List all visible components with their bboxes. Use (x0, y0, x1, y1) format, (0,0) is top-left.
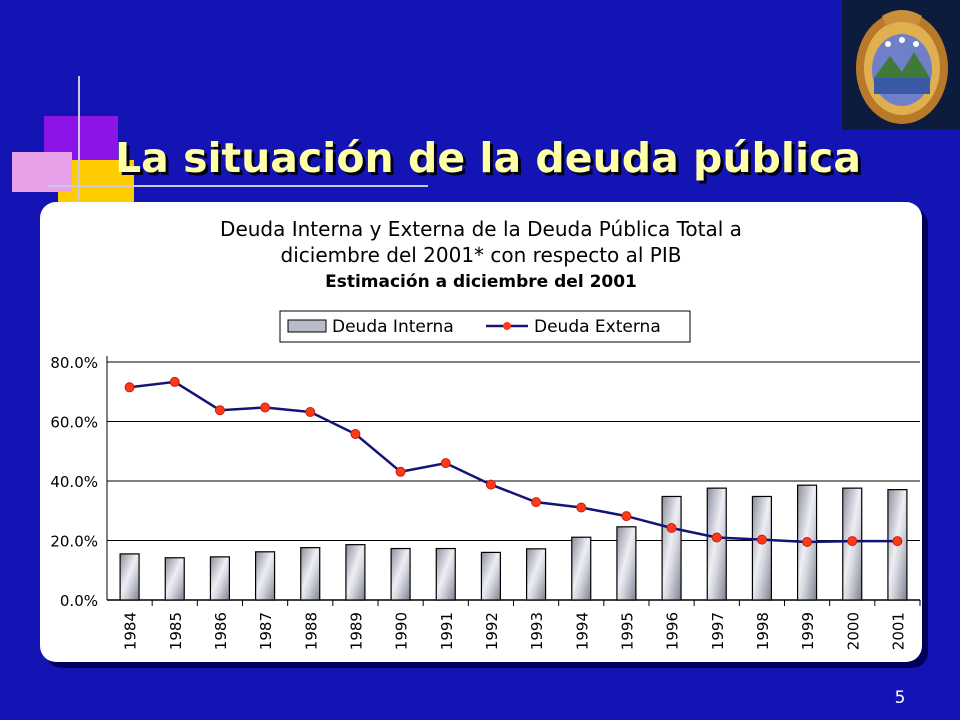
x-tick-label: 1996 (664, 612, 682, 650)
point-deuda-externa (260, 402, 271, 413)
point-deuda-externa (305, 406, 316, 417)
point-deuda-externa (214, 405, 225, 416)
coat-of-arms-icon (856, 10, 948, 124)
decorative-line-horizontal (48, 185, 428, 187)
x-tick-label: 1988 (302, 612, 320, 650)
page-number: 5 (894, 688, 906, 708)
bar-deuda-interna (616, 526, 637, 601)
point-deuda-externa (847, 536, 858, 547)
plot-area: 0.0% 20.0% 40.0% 60.0% 80.0% 1984 1985 1986 1987… (50, 354, 921, 650)
x-tick-label: 1990 (393, 612, 411, 650)
point-deuda-externa (395, 466, 406, 477)
point-deuda-externa (124, 382, 135, 393)
point-deuda-externa (756, 534, 767, 545)
coat-of-arms-logo (842, 0, 960, 130)
line-deuda-externa (129, 380, 898, 544)
legend-swatch-deuda-interna (287, 319, 327, 333)
point-deuda-externa (892, 536, 903, 547)
bar-deuda-interna (390, 547, 411, 601)
y-tick-label: 0.0% (60, 592, 98, 610)
bar-deuda-interna (345, 544, 366, 601)
point-deuda-externa (666, 523, 677, 534)
x-tick-label: 1994 (573, 612, 591, 650)
chart-title-line-2: diciembre del 2001* con respecto al PIB (281, 243, 682, 267)
y-tick-label: 80.0% (50, 354, 98, 372)
legend-marker-deuda-externa (503, 322, 511, 330)
bar-deuda-interna (435, 547, 456, 601)
chart-subtitle: Estimación a diciembre del 2001 (325, 272, 637, 292)
x-tick-label: 2001 (889, 612, 907, 650)
point-deuda-externa (169, 376, 180, 387)
point-deuda-externa (440, 458, 451, 469)
x-tick-label: 1986 (212, 612, 230, 650)
point-deuda-externa (802, 536, 813, 547)
x-tick-label: 1987 (257, 612, 275, 650)
x-tick-label: 2000 (844, 612, 862, 650)
y-tick-label: 40.0% (50, 473, 98, 491)
x-tick-label: 1998 (754, 612, 772, 650)
point-deuda-externa (576, 502, 587, 513)
bar-deuda-interna (525, 548, 547, 601)
x-tick-label: 1984 (122, 612, 140, 650)
x-tick-label: 1992 (483, 612, 501, 650)
bar-deuda-interna (661, 495, 682, 601)
bar-deuda-interna (254, 551, 276, 601)
point-deuda-externa (621, 511, 632, 522)
bar-deuda-interna (571, 536, 592, 601)
y-tick-label: 20.0% (50, 533, 98, 551)
bar-deuda-interna (209, 556, 231, 601)
x-tick-label: 1993 (528, 612, 546, 650)
bar-deuda-interna (300, 547, 321, 601)
bar-deuda-interna (706, 487, 727, 601)
x-tick-label: 1989 (347, 612, 365, 650)
point-deuda-externa (350, 428, 361, 439)
bar-deuda-interna (164, 557, 185, 601)
slide-title: La situación de la deuda pública (115, 134, 861, 182)
legend-label-deuda-externa: Deuda Externa (534, 317, 661, 337)
point-deuda-externa (531, 497, 542, 508)
chart: Deuda Interna y Externa de la Deuda Públ… (50, 217, 921, 650)
bar-deuda-interna (480, 551, 502, 601)
point-deuda-externa (485, 479, 496, 490)
decorative-line-vertical (78, 76, 80, 226)
legend-box (279, 310, 691, 343)
bar-deuda-interna (119, 553, 140, 601)
legend-label-deuda-interna: Deuda Interna (332, 317, 454, 337)
x-tick-label: 1995 (618, 612, 636, 650)
bar-deuda-interna (751, 495, 773, 601)
x-tick-label: 1985 (167, 612, 185, 650)
chart-legend: Deuda Interna Deuda Externa (279, 310, 691, 343)
y-tick-label: 60.0% (50, 414, 98, 432)
x-tick-label: 1999 (799, 612, 817, 650)
chart-title-line-1: Deuda Interna y Externa de la Deuda Públ… (220, 217, 742, 241)
chart-panel: Deuda Interna y Externa de la Deuda Públ… (40, 202, 922, 662)
x-tick-label: 1997 (709, 612, 727, 650)
x-tick-label: 1991 (438, 612, 456, 650)
point-deuda-externa (711, 532, 722, 543)
